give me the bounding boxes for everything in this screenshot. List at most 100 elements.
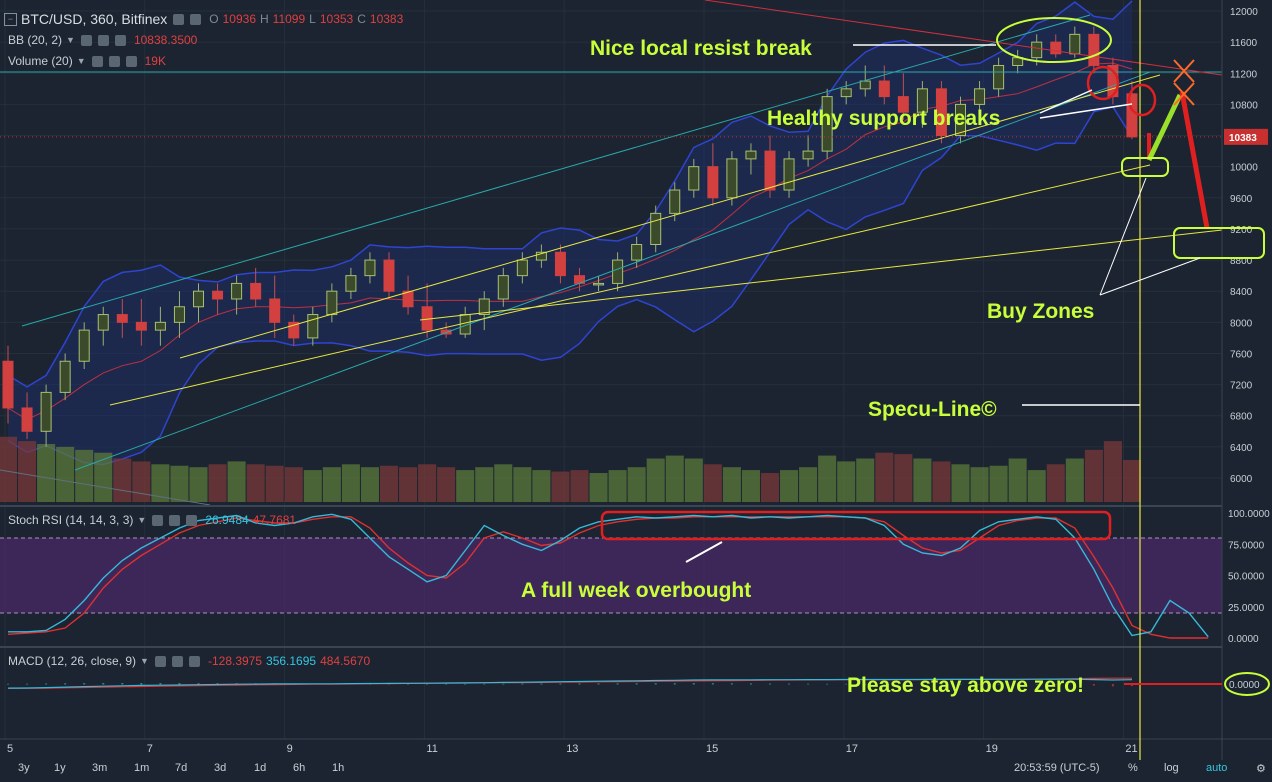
eye-icon[interactable] <box>80 34 92 46</box>
time-axis[interactable]: 5 7 9 11 13 15 17 19 21 <box>7 743 1138 755</box>
eye-icon[interactable] <box>173 13 185 25</box>
macd-legend[interactable]: MACD (12, 26, close, 9) ▼ -128.3975 356.… <box>8 653 370 669</box>
candle-bull <box>516 259 528 277</box>
chevron-down-icon[interactable]: ▼ <box>137 515 147 525</box>
arrow-down-2 <box>1179 91 1210 229</box>
candle-bull <box>154 321 166 331</box>
timeframe-6h[interactable]: 6h <box>293 762 306 774</box>
candle-bear <box>1126 93 1138 138</box>
bb-legend[interactable]: BB (20, 2) ▼ 10838.3500 <box>8 32 197 48</box>
volume-bar <box>1122 459 1141 502</box>
percent-toggle[interactable]: % <box>1128 762 1138 774</box>
log-toggle[interactable]: log <box>1164 762 1179 774</box>
volume-bar <box>360 467 379 502</box>
collapse-icon[interactable]: − <box>4 12 17 26</box>
chevron-down-icon[interactable]: ▼ <box>66 35 75 45</box>
time-tick-label: 9 <box>287 743 293 755</box>
stoch-tick-label: 75.0000 <box>1228 540 1265 551</box>
candle-bull <box>669 189 681 214</box>
timeframe-3d[interactable]: 3d <box>214 762 227 774</box>
eye-icon[interactable] <box>152 514 164 526</box>
settings-icon[interactable] <box>169 514 181 526</box>
settings-icon[interactable] <box>108 55 120 67</box>
volume-bar <box>665 455 684 502</box>
close-icon[interactable] <box>114 34 126 46</box>
timeframe-3m[interactable]: 3m <box>92 762 108 774</box>
volume-bar <box>1084 449 1103 502</box>
stoch-legend[interactable]: Stoch RSI (14, 14, 3, 3) ▼ 26.9484 47.76… <box>8 512 296 528</box>
eye-icon[interactable] <box>154 655 166 667</box>
timeframe-1m[interactable]: 1m <box>134 762 150 774</box>
timeframe-1y[interactable]: 1y <box>54 762 66 774</box>
candle-bull <box>307 314 319 339</box>
candle-bull <box>840 88 852 98</box>
volume-bar <box>170 465 189 502</box>
candle-bear <box>2 360 14 409</box>
volume-bar <box>494 464 513 502</box>
candle-bear <box>21 407 33 432</box>
candle-bull <box>193 290 204 308</box>
auto-toggle[interactable]: auto <box>1206 762 1228 774</box>
volume-bar <box>113 458 132 502</box>
volume-bar <box>399 467 418 502</box>
volume-bar <box>37 444 56 502</box>
gear-icon[interactable]: ⚙ <box>1256 763 1266 775</box>
last-price-label: 10383 <box>1229 133 1257 144</box>
candle-bear <box>1050 41 1062 55</box>
settings-icon[interactable] <box>97 34 109 46</box>
price-axis[interactable]: 1200011600112001080010400100009600920088… <box>0 7 1268 485</box>
c-value: 10383 <box>369 12 404 26</box>
price-tick-label: 10000 <box>1230 163 1258 174</box>
pointer-overbought <box>685 541 723 563</box>
volume-bar <box>1008 458 1027 502</box>
bb-label: BB (20, 2) <box>8 33 63 47</box>
close-icon[interactable] <box>186 514 198 526</box>
annotation-support: Healthy support breaks <box>767 107 1000 130</box>
volume-bar <box>875 452 894 502</box>
time-tick-label: 17 <box>846 743 858 755</box>
chevron-down-icon[interactable]: ▼ <box>76 56 86 66</box>
symbol-legend[interactable]: − BTC/USD, 360, Bitfinex O 10936 H 11099… <box>4 11 403 27</box>
close-icon[interactable] <box>125 55 137 67</box>
timeframe-1h[interactable]: 1h <box>332 762 345 774</box>
volume-bar <box>608 470 627 502</box>
chevron-down-icon[interactable]: ▼ <box>140 656 149 666</box>
timeframe-1d[interactable]: 1d <box>254 762 267 774</box>
macd-pane[interactable] <box>7 677 1133 689</box>
volume-bar <box>818 455 837 502</box>
h-label: H <box>260 12 269 26</box>
time-tick-label: 15 <box>706 743 718 755</box>
volume-bar <box>189 467 208 502</box>
price-pane[interactable] <box>0 0 1240 505</box>
volume-bar <box>532 470 551 502</box>
price-tick-label: 8800 <box>1230 256 1253 267</box>
candle-bear <box>897 96 909 113</box>
candle-bull <box>650 212 662 246</box>
settings-icon[interactable] <box>190 13 202 25</box>
candle-bull <box>1031 41 1043 59</box>
candle-bull <box>59 360 71 393</box>
volume-bar <box>132 461 151 502</box>
close-icon[interactable] <box>188 655 200 667</box>
eye-icon[interactable] <box>91 55 103 67</box>
candle-bear <box>288 321 300 339</box>
stoch-overbought-band <box>0 538 1222 613</box>
time-tick-label: 19 <box>986 743 998 755</box>
volume-bar <box>1103 441 1122 502</box>
settings-icon[interactable] <box>171 655 183 667</box>
buy-zone-1 <box>1121 157 1169 177</box>
candle-bull <box>1069 33 1081 55</box>
macd-line <box>7 678 1133 689</box>
volume-bar <box>780 470 799 502</box>
bollinger-band-fill <box>8 0 1132 465</box>
candle-bear <box>116 314 128 323</box>
candle-bull <box>802 150 814 160</box>
volume-legend[interactable]: Volume (20) ▼ 19K <box>8 53 166 69</box>
volume-bar <box>513 467 532 502</box>
timeframe-3y[interactable]: 3y <box>18 762 30 774</box>
l-value: 10353 <box>319 12 354 26</box>
volume-bar <box>951 464 970 502</box>
candle-bear <box>250 282 262 300</box>
timeframe-7d[interactable]: 7d <box>175 762 188 774</box>
